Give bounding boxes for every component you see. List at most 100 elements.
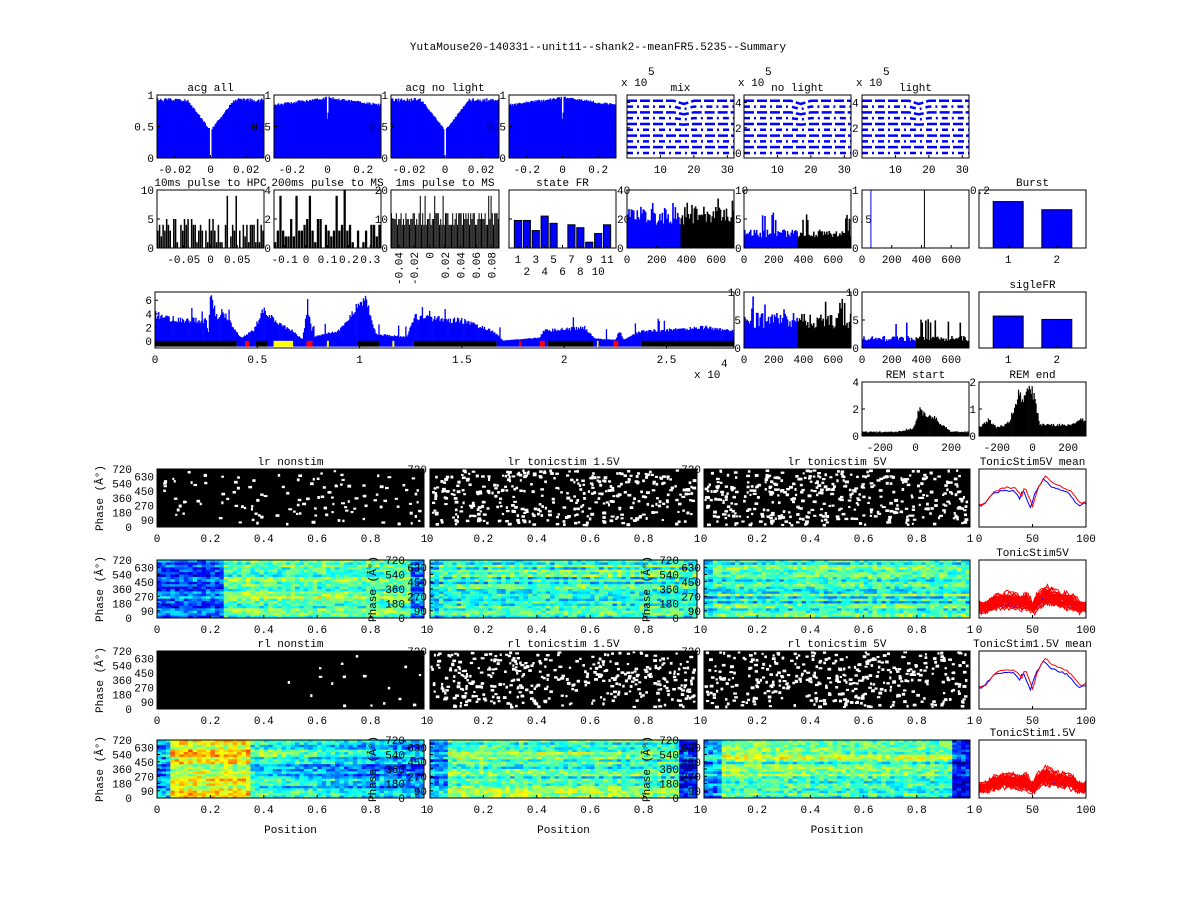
waveform-trace xyxy=(744,99,851,106)
raster-gap xyxy=(232,490,236,494)
histogram-bar xyxy=(478,213,480,248)
y-tick-label: 1 xyxy=(969,405,976,417)
heatmap-cell xyxy=(343,572,349,575)
heatmap-cell xyxy=(294,605,300,609)
histogram-bar xyxy=(437,121,439,158)
raster-gap xyxy=(658,500,662,504)
heatmap-cell xyxy=(210,576,216,580)
raster-gap xyxy=(819,476,822,479)
raster-gap xyxy=(322,486,326,489)
histogram-bar xyxy=(369,314,371,342)
histogram-bar xyxy=(925,416,927,436)
heatmap-cell xyxy=(321,593,327,597)
heatmap-cell xyxy=(452,608,458,612)
histogram-bar xyxy=(319,219,322,248)
heatmap-cell xyxy=(308,593,314,597)
histogram-bar xyxy=(355,303,357,342)
heatmap-cell xyxy=(188,574,194,578)
histogram-bar xyxy=(727,329,730,342)
histogram-bar xyxy=(909,340,912,348)
heatmap-cell xyxy=(241,603,247,607)
heatmap-cell xyxy=(192,579,198,583)
heatmap-cell xyxy=(383,608,389,612)
histogram-bar xyxy=(557,329,559,342)
histogram-bar xyxy=(1031,386,1033,436)
histogram-bar xyxy=(592,336,594,342)
histogram-bar xyxy=(528,102,530,158)
heatmap-cell xyxy=(483,581,489,585)
histogram-bar xyxy=(946,429,948,436)
histogram-bar xyxy=(187,219,189,248)
heatmap-cell xyxy=(308,603,314,607)
histogram-bar xyxy=(338,329,340,342)
heatmap-cell xyxy=(263,615,269,618)
histogram-bar xyxy=(616,337,618,342)
heatmap-cell xyxy=(205,591,211,595)
heatmap-cell xyxy=(263,596,269,600)
histogram-bar xyxy=(609,339,612,342)
heatmap-cell xyxy=(157,591,162,595)
histogram-bar xyxy=(165,98,168,158)
raster-gap xyxy=(555,486,559,490)
histogram-bar xyxy=(529,338,531,342)
heatmap-cell xyxy=(277,608,283,612)
heatmap-cell xyxy=(415,581,421,585)
heatmap-cell xyxy=(161,589,167,592)
raster-gap xyxy=(330,496,334,499)
heatmap-cell xyxy=(246,613,251,617)
heatmap-cell xyxy=(308,586,314,590)
x-tick-label: 0.3 xyxy=(360,255,380,267)
heatmap-cell xyxy=(348,593,354,597)
histogram-bar xyxy=(778,232,781,248)
raster-gap xyxy=(523,475,527,479)
bar-5 xyxy=(549,222,558,248)
heatmap-cell xyxy=(456,589,462,592)
heatmap-cell xyxy=(223,601,229,604)
heatmap-cell xyxy=(339,586,345,590)
histogram-bar xyxy=(442,195,444,248)
raster-gap xyxy=(851,492,854,495)
heatmap-cell xyxy=(259,567,265,571)
raster-gap xyxy=(819,513,823,517)
x-tick-label: 0.04 xyxy=(456,252,468,279)
histogram-bar xyxy=(910,429,912,436)
histogram-bar xyxy=(866,340,869,348)
heatmap-cell xyxy=(321,576,327,580)
raster-gap xyxy=(204,481,208,485)
raster-gap xyxy=(187,471,191,474)
raster-gap xyxy=(731,486,736,490)
raster-gap xyxy=(504,485,508,488)
heatmap-cell xyxy=(303,579,309,583)
heatmap-cell xyxy=(299,586,305,590)
histogram-bar xyxy=(490,98,492,158)
histogram-bar xyxy=(947,429,949,436)
raster-gap xyxy=(889,475,894,478)
histogram-bar xyxy=(228,107,230,158)
raster-gap xyxy=(434,512,439,516)
raster-gap xyxy=(724,516,727,520)
heatmap-cell xyxy=(415,603,421,607)
histogram-bar xyxy=(285,102,288,158)
raster-gap xyxy=(340,473,344,477)
histogram-bar xyxy=(1007,421,1009,436)
raster-gap xyxy=(501,512,505,516)
histogram-bar xyxy=(649,220,652,248)
raster-gap xyxy=(824,511,828,515)
histogram-bar xyxy=(752,235,754,248)
raster-gap xyxy=(578,484,582,487)
heatmap-cell xyxy=(272,603,278,607)
histogram-bar xyxy=(510,105,513,158)
raster-gap xyxy=(848,488,852,492)
heatmap-cell xyxy=(263,581,269,585)
raster-gap xyxy=(764,478,769,482)
histogram-bar xyxy=(436,213,438,248)
heatmap-cell xyxy=(246,615,251,618)
histogram-bar xyxy=(243,98,245,158)
heatmap-cell xyxy=(406,584,412,588)
histogram-bar xyxy=(532,338,534,342)
histogram-bar xyxy=(365,103,367,158)
raster-gap xyxy=(714,489,719,492)
heatmap-cell xyxy=(250,564,256,568)
raster-gap xyxy=(769,492,773,496)
heatmap-cell xyxy=(357,564,363,568)
